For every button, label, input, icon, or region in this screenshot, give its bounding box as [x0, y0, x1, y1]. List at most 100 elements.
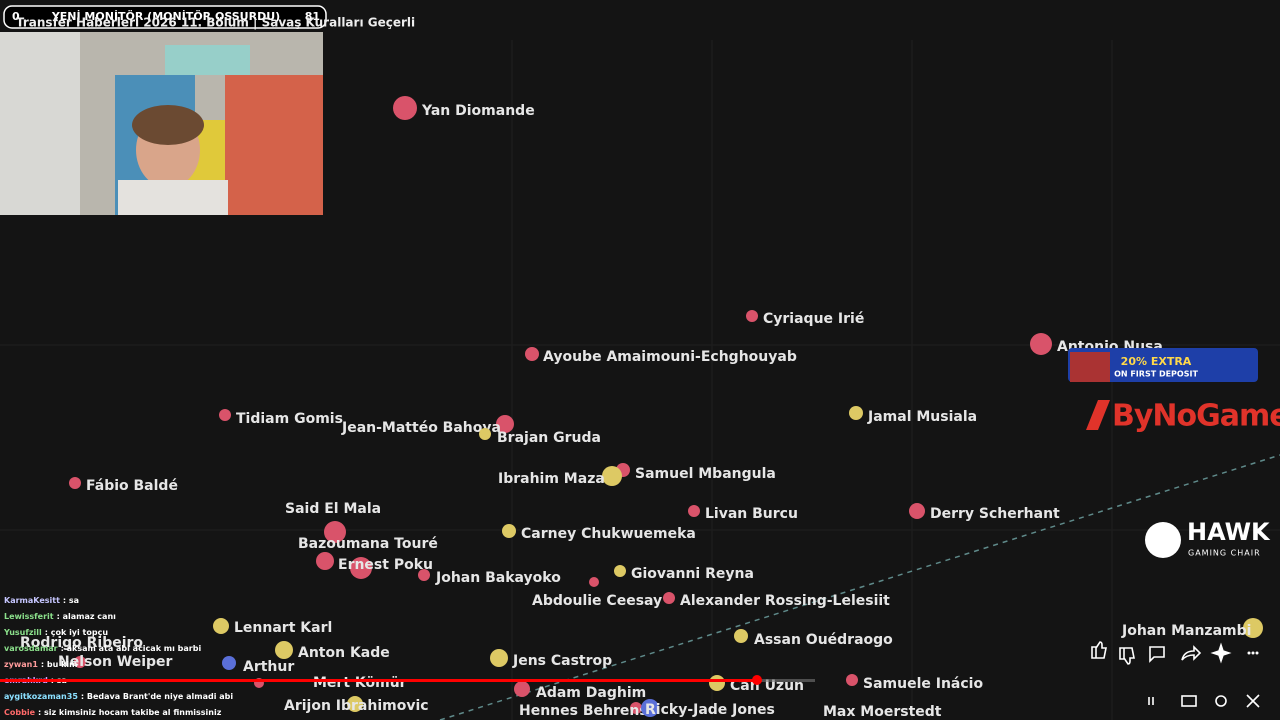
player-label: Ricky-Jade Jones — [645, 702, 775, 718]
chat-line: varosdamar: aksam ata abi acicak mı barb… — [4, 644, 201, 653]
chat-line: Lewissferit: alamaz canı — [4, 612, 116, 621]
settings-button[interactable] — [1215, 695, 1227, 707]
player-label: Brajan Gruda — [497, 430, 601, 446]
player-label: Yan Diomande — [421, 103, 535, 119]
player-dot — [213, 618, 229, 634]
chat-user: varosdamar — [4, 644, 58, 653]
chat-user: KarmaKesitt — [4, 596, 60, 605]
progress-handle[interactable] — [752, 675, 762, 685]
player-label: Rodrigo Ribeiro — [20, 635, 143, 651]
comment-button[interactable] — [1149, 646, 1165, 663]
chat-line: aygitkozaman35: Bedava Brant'de niye alm… — [4, 692, 233, 701]
pause-button[interactable] — [1148, 697, 1154, 705]
player-dot — [275, 641, 293, 659]
player-label: Samuele Inácio — [863, 676, 983, 692]
ask-button[interactable] — [1210, 642, 1232, 664]
like-button[interactable] — [1091, 641, 1107, 659]
player-label: Lennart Karl — [234, 620, 332, 636]
chat-line: Yusufzill: çok iyi topçu — [3, 628, 108, 637]
player-dot — [663, 592, 675, 604]
player-dot — [316, 552, 334, 570]
player-label: Mert Kömür — [313, 675, 407, 691]
casino-sub: ON FIRST DEPOSIT — [1114, 370, 1198, 379]
player-dot — [746, 310, 758, 322]
player-dot — [1030, 333, 1052, 355]
sponsor: ByNoGame — [1112, 399, 1280, 434]
player-label: Jens Castrop — [512, 653, 612, 669]
chest — [1070, 352, 1110, 382]
player-label: Jean-Mattéo Bahoya — [341, 420, 501, 436]
player-dot — [909, 503, 925, 519]
more-button[interactable] — [1251, 651, 1255, 655]
player-dot — [324, 521, 346, 543]
trend-line — [439, 454, 1280, 720]
webcam — [0, 32, 323, 215]
left-count: 0 — [12, 10, 20, 23]
chat-user: aygitkozaman35 — [4, 692, 78, 701]
player-label: Cyriaque Irié — [763, 311, 864, 327]
chat-message: : Bedava Brant'de niye almadi abi — [81, 692, 233, 701]
player-dot — [709, 675, 725, 691]
grid — [0, 40, 1280, 720]
player-label: Assan Ouédraogo — [754, 632, 893, 648]
casino-offer: 20% EXTRA — [1121, 355, 1192, 368]
decor — [165, 45, 250, 75]
player-dot — [589, 577, 599, 587]
player-label: Abdoulie Ceesay — [532, 593, 662, 609]
player-dot — [602, 466, 622, 486]
player-label: Johan Bakayoko — [435, 570, 561, 586]
player-dot — [502, 524, 516, 538]
chat-user: zywan1 — [4, 660, 38, 669]
player-label: Jamal Musiala — [867, 409, 977, 425]
subtitles-button[interactable] — [1181, 695, 1197, 707]
shelf-light — [225, 75, 323, 215]
door — [0, 32, 80, 215]
player-label: Arthur — [243, 659, 294, 675]
player-dot — [479, 428, 491, 440]
chat-user: Lewissferit — [4, 612, 54, 621]
player-dot — [74, 656, 86, 668]
player-dot — [222, 656, 236, 670]
player-dot — [849, 406, 863, 420]
player-dot — [490, 649, 508, 667]
chat-message: : çok iyi topçu — [45, 628, 109, 637]
more-button[interactable] — [1247, 651, 1251, 655]
player-label: Fábio Baldé — [86, 478, 178, 494]
player-dot — [219, 409, 231, 421]
player-label: Nelson Weiper — [58, 654, 173, 670]
player-dot — [1243, 618, 1263, 638]
player-label: Hennes Behrens — [519, 703, 648, 719]
hawk-logo — [1145, 522, 1181, 558]
dislike-button[interactable] — [1119, 647, 1135, 665]
chat-user: Cobbie — [4, 708, 36, 717]
player-dot — [350, 557, 372, 579]
chat-message: : alamaz canı — [57, 612, 117, 621]
hair — [132, 105, 204, 145]
video-title: Transfer Haberleri 2026 11. Bölüm | Sava… — [16, 16, 415, 30]
player-dot — [614, 565, 626, 577]
miniplayer-button[interactable] — [1246, 694, 1260, 708]
share-button[interactable] — [1181, 645, 1202, 661]
chat-line: zywan1: bu kim — [4, 660, 78, 669]
chat-message: : sa — [63, 596, 79, 605]
player-label: Ernest Poku — [338, 557, 433, 573]
player-label: Said El Mala — [285, 501, 381, 517]
player-label: Tidiam Gomis — [236, 411, 343, 427]
player-dot — [496, 415, 514, 433]
more-button[interactable] — [1255, 651, 1259, 655]
brand: HAWK — [1187, 518, 1271, 546]
player-label: Samuel Mbangula — [635, 466, 776, 482]
casino-ad[interactable] — [1068, 348, 1258, 382]
progress[interactable] — [0, 679, 757, 682]
player-label: Derry Scherhant — [930, 506, 1060, 522]
player-label: Arijon Ibrahimovic — [284, 698, 429, 714]
chat-message: : siz kimsiniz hocam takibe al finmissin… — [38, 708, 222, 717]
player-dot — [734, 629, 748, 643]
chat-message: : bu kim — [41, 660, 78, 669]
player-dot — [846, 674, 858, 686]
shirt — [118, 180, 228, 215]
player-label: Max Moerstedt — [823, 704, 942, 720]
chat-user: Yusufzill — [3, 628, 42, 637]
